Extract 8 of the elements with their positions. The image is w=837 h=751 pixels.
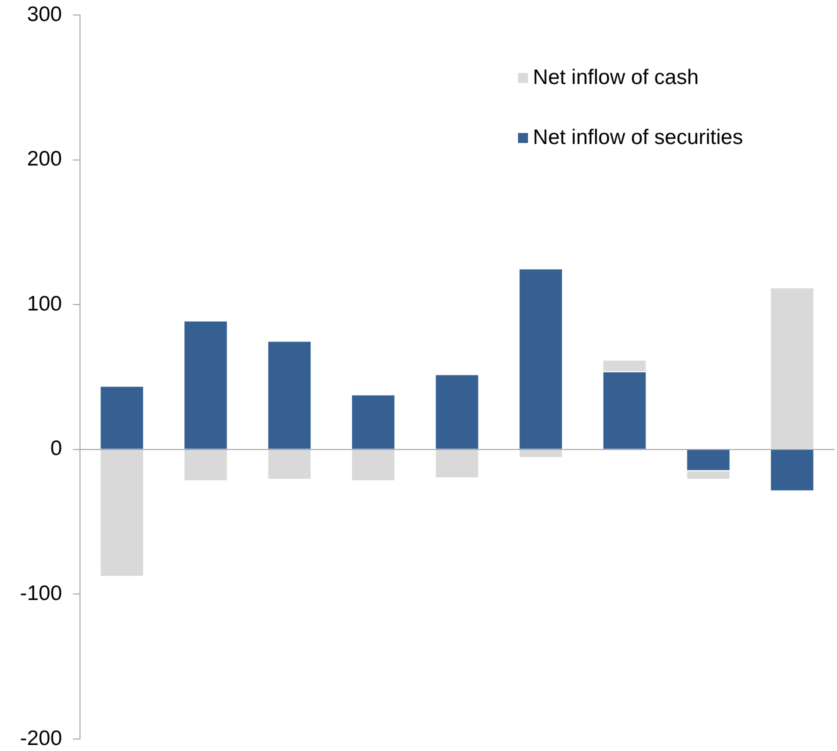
- y-tick-label: 200: [26, 148, 62, 171]
- legend-label: Net inflow of cash: [532, 66, 699, 90]
- legend-label: Net inflow of securities: [532, 126, 743, 150]
- y-tick-label: -100: [20, 582, 62, 605]
- y-tick-label: 100: [26, 292, 62, 316]
- y-tick-label: 300: [26, 2, 62, 26]
- y-tick-label: 0: [50, 437, 62, 460]
- y-tick-label: -200: [20, 726, 62, 750]
